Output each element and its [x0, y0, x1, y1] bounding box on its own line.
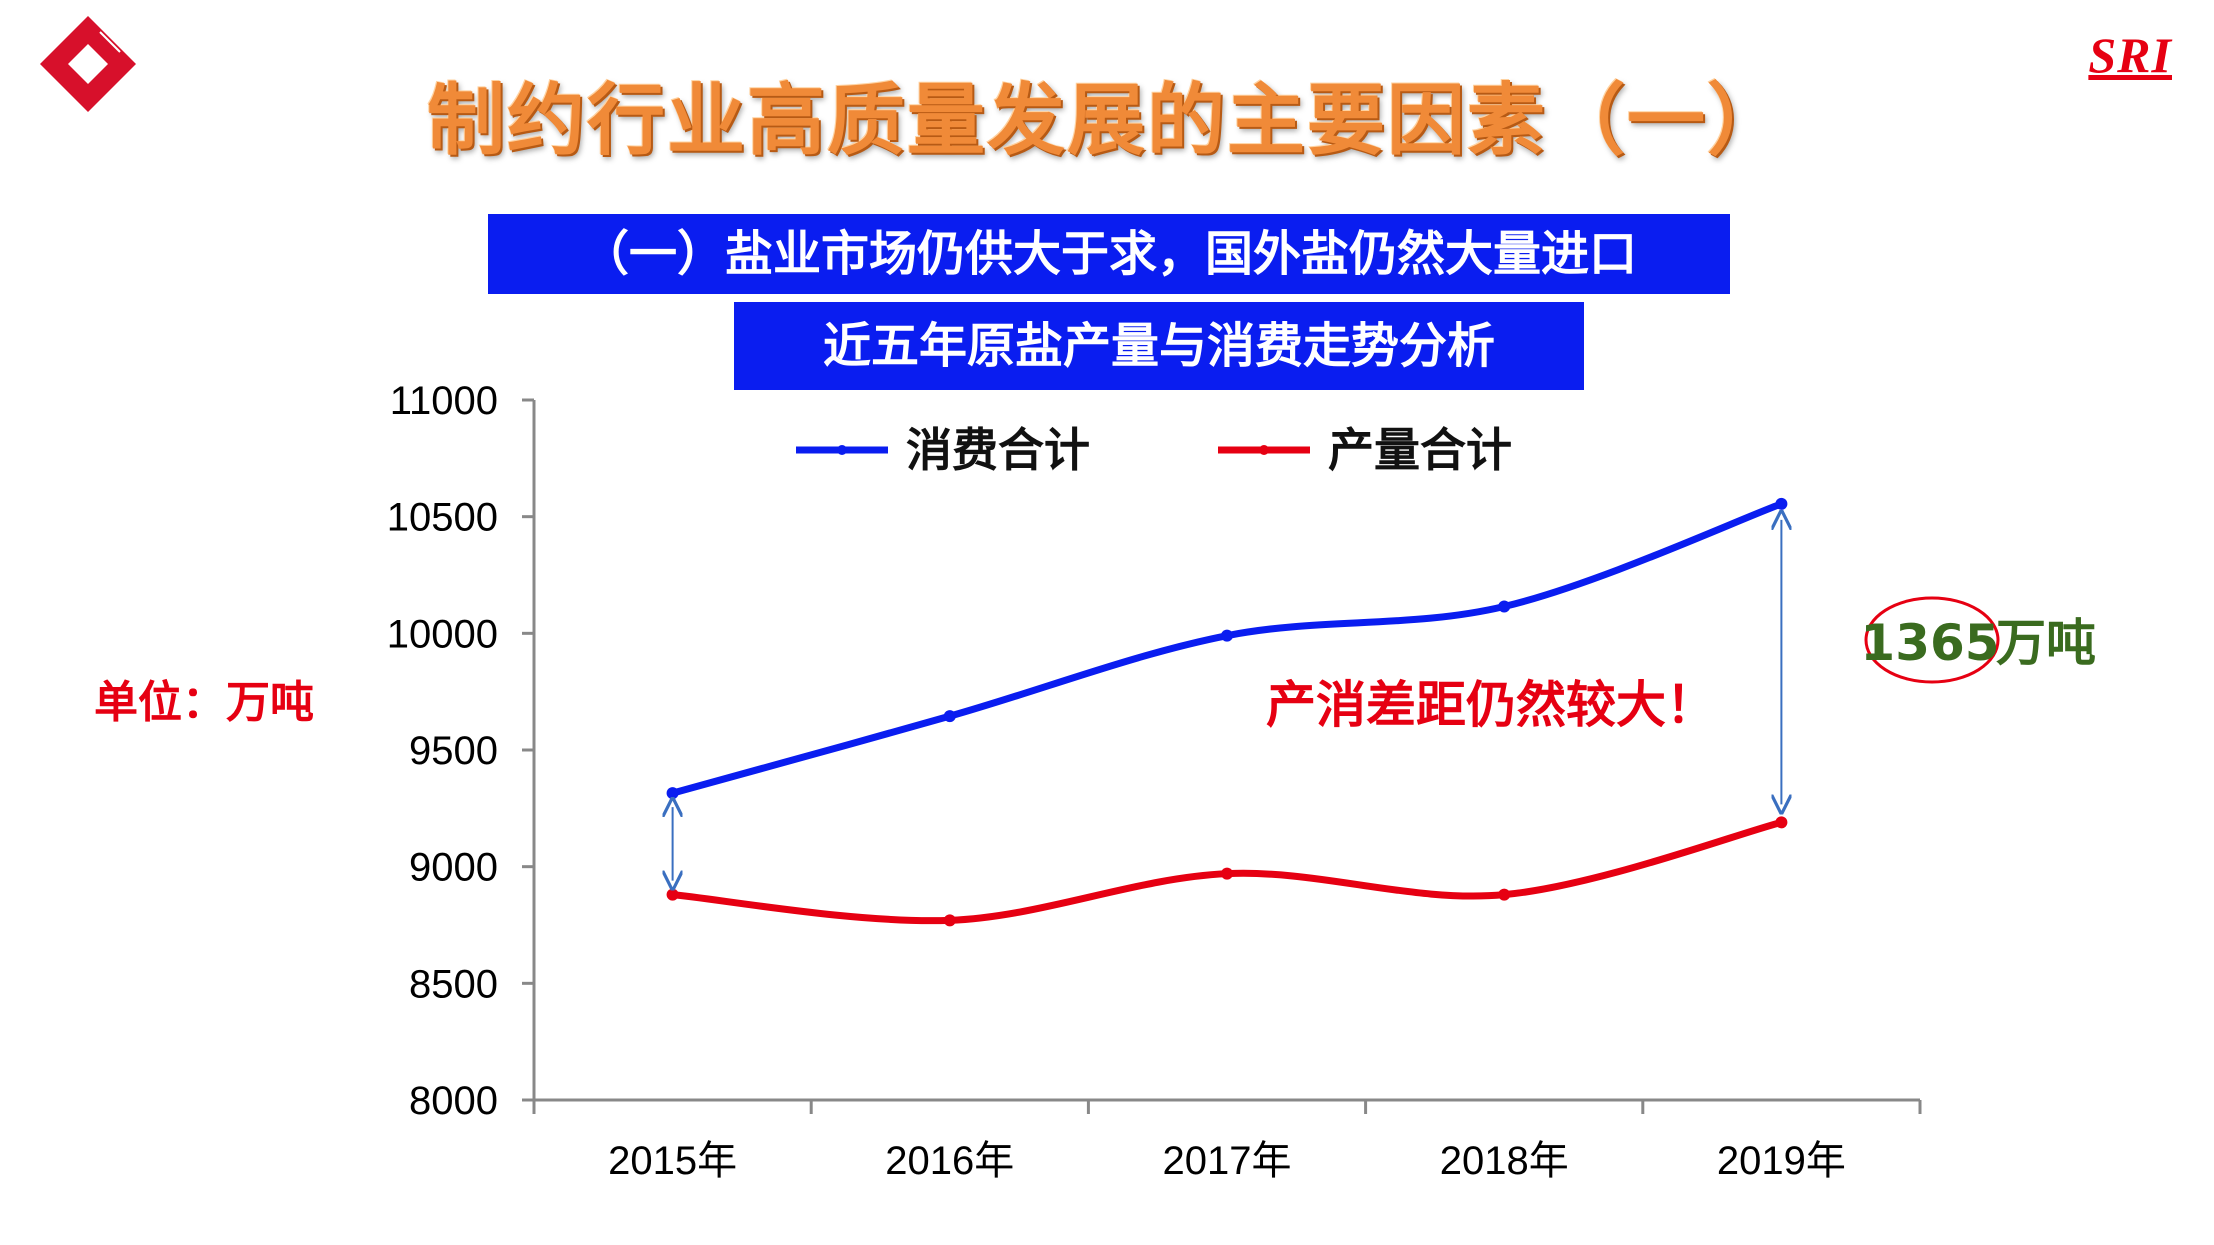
y-tick-label: 9500 — [409, 729, 498, 773]
x-tick-label: 2015年 — [608, 1139, 737, 1183]
legend-label-consumption: 消费合计 — [906, 423, 1090, 477]
production-data-point — [1775, 816, 1788, 829]
y-tick-label: 10000 — [387, 612, 498, 656]
consumption-data-point — [1498, 600, 1511, 613]
gap-value-label: 1365 — [1860, 614, 1999, 672]
production-data-point — [1498, 888, 1511, 901]
unit-label: 单位：万吨 — [94, 677, 314, 728]
production-data-point — [943, 914, 956, 927]
y-tick-label: 11000 — [390, 379, 498, 423]
subtitle-banner: （一）盐业市场仍供大于求，国外盐仍然大量进口 — [488, 214, 1730, 294]
red-diamond-logo-icon — [40, 16, 136, 112]
y-tick-label: 8500 — [409, 962, 498, 1006]
consumption-data-point — [1775, 497, 1788, 510]
legend-marker — [837, 445, 847, 455]
legend-label-production: 产量合计 — [1328, 423, 1512, 477]
x-tick-label: 2016年 — [885, 1139, 1014, 1183]
gap-unit-label: 万吨 — [1996, 614, 2096, 672]
x-tick-label: 2017年 — [1163, 1139, 1292, 1183]
gap-value-circle — [1864, 596, 2000, 684]
gap-note-label: 产消差距仍然较大！ — [1266, 676, 1716, 734]
y-tick-label: 9000 — [409, 846, 498, 890]
consumption-data-point — [943, 710, 956, 723]
legend-marker — [1259, 445, 1269, 455]
page-title: 制约行业高质量发展的主要因素（一） — [426, 76, 1787, 166]
y-tick-label: 8000 — [409, 1079, 498, 1123]
consumption-series-line — [669, 500, 1785, 797]
consumption-data-point — [666, 787, 679, 800]
production-data-point — [666, 888, 679, 901]
x-tick-label: 2019年 — [1717, 1139, 1846, 1183]
consumption-data-point — [1221, 629, 1233, 642]
brand-label: SRI — [2088, 27, 2172, 83]
x-tick-label: 2018年 — [1440, 1139, 1569, 1183]
production-data-point — [1221, 867, 1233, 880]
chart-title-banner: 近五年原盐产量与消费走势分析 — [734, 302, 1584, 390]
y-tick-label: 10500 — [387, 496, 498, 540]
